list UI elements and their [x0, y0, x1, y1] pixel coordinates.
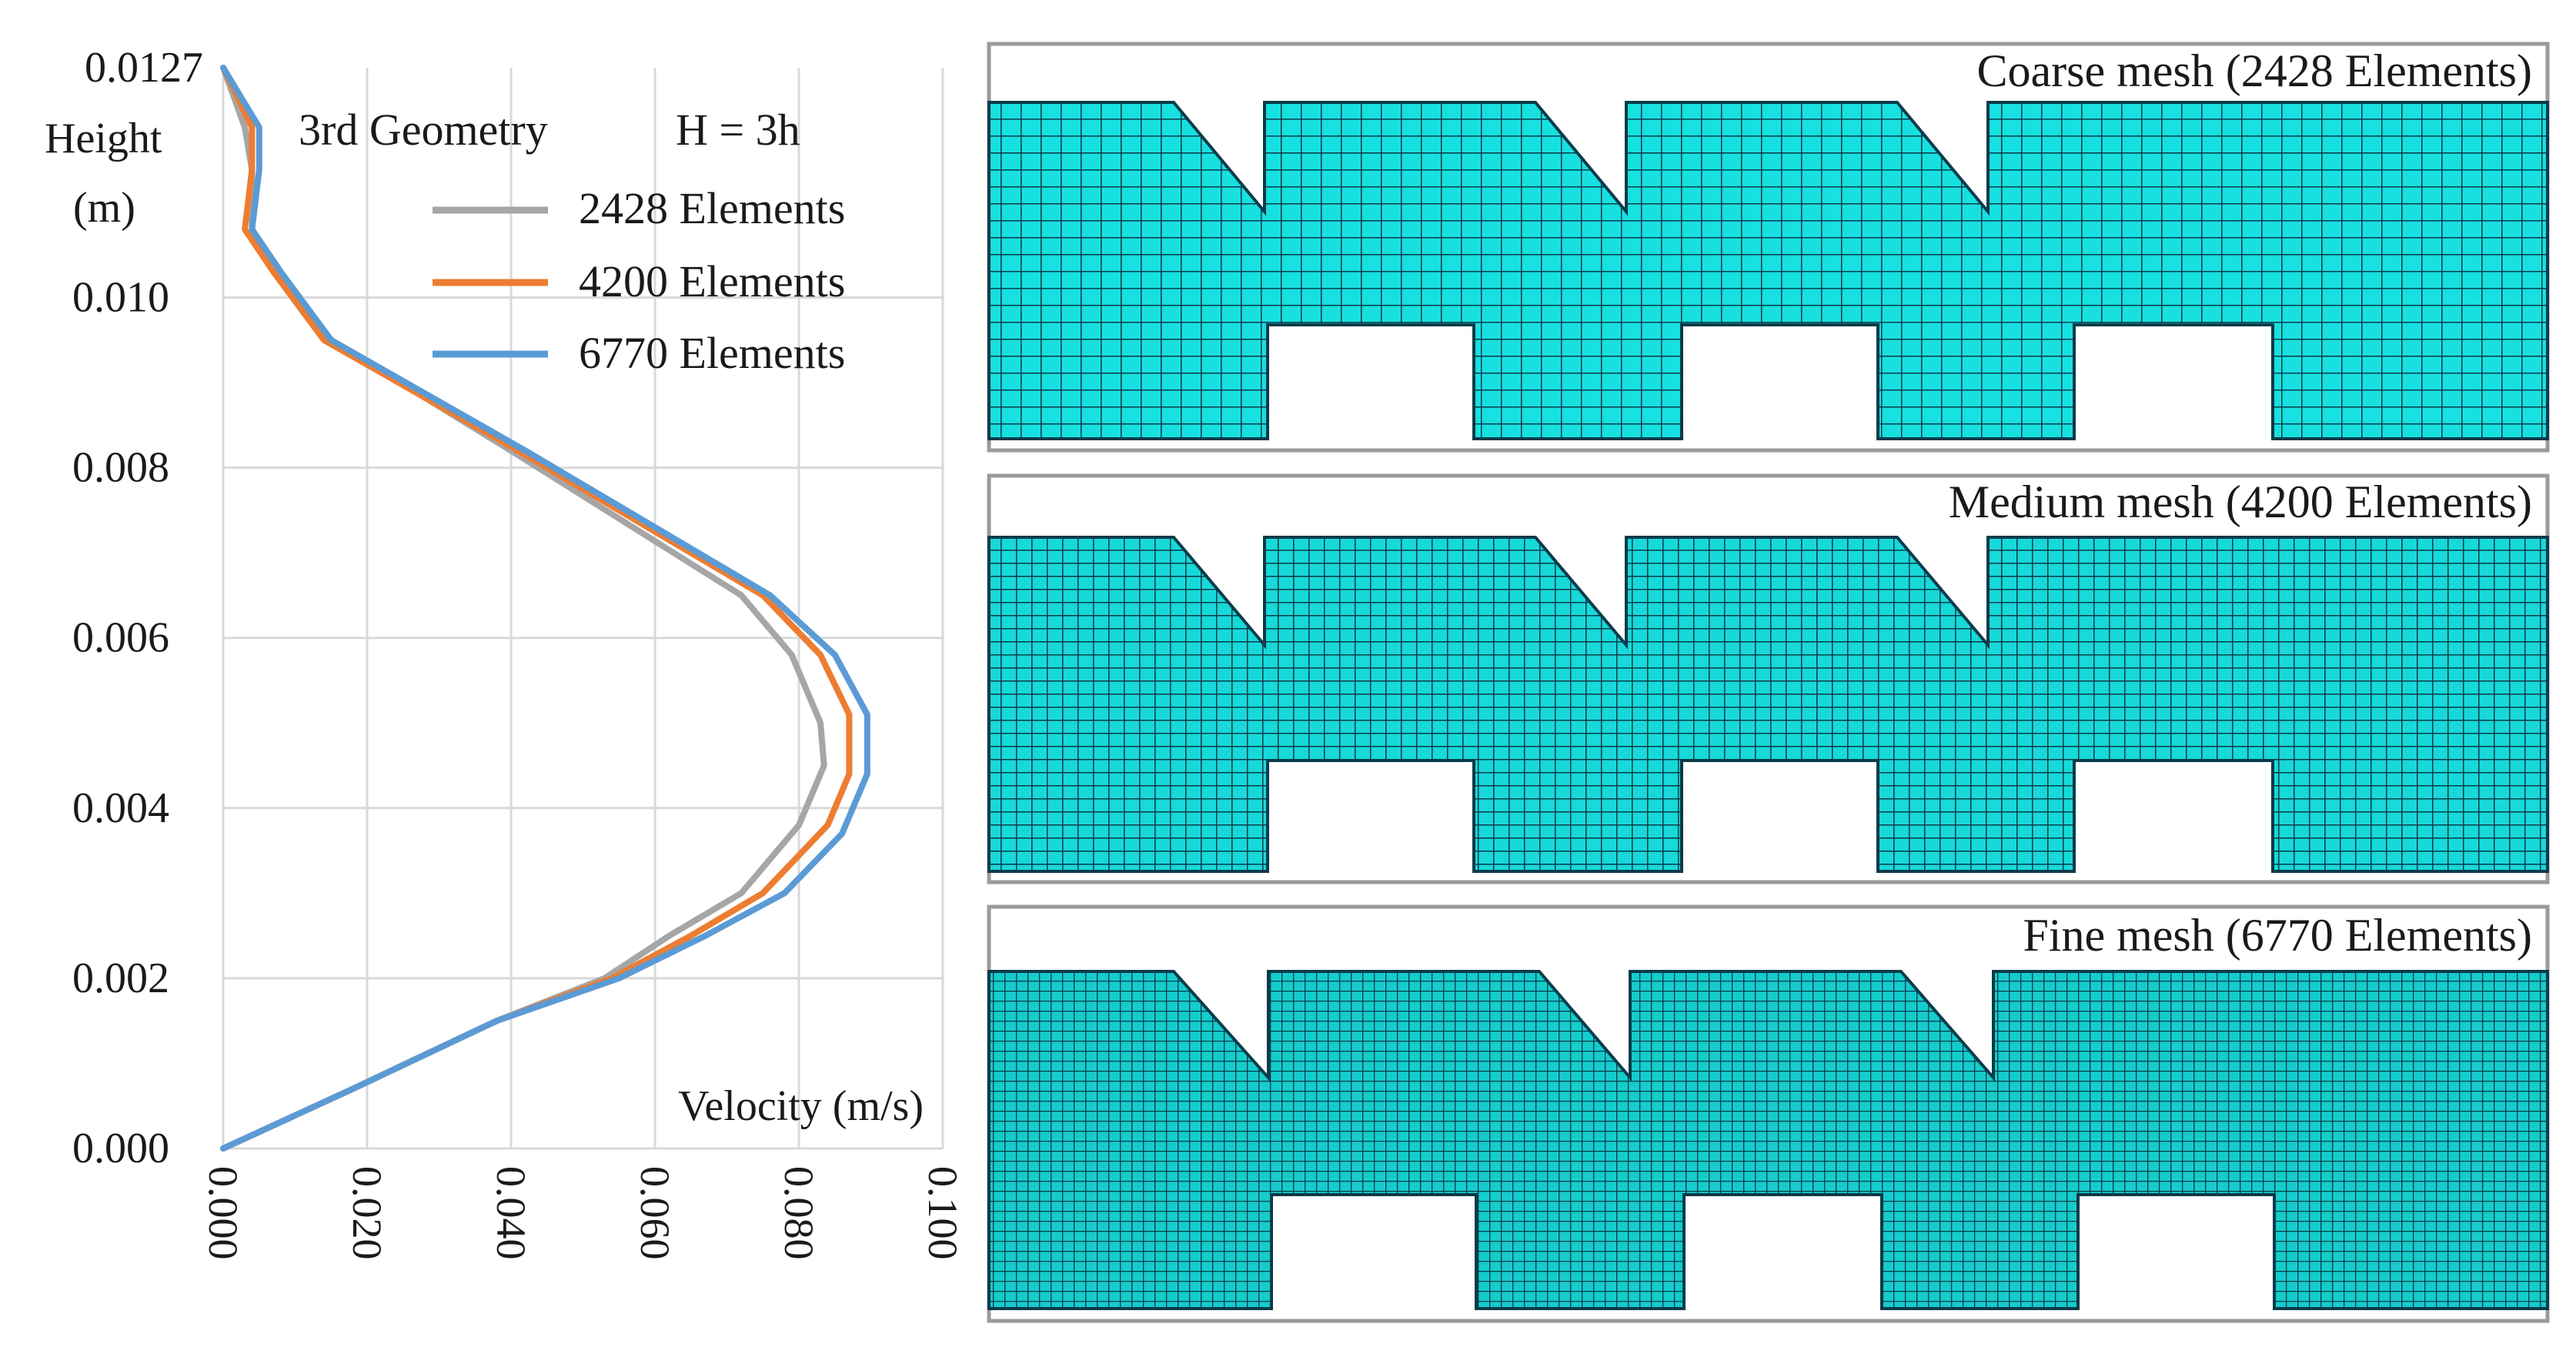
x-tick-label: 0.080 [776, 1166, 822, 1260]
chart-legend: 2428 Elements 4200 Elements 6770 Element… [433, 183, 845, 378]
mesh-geometry-fine [987, 970, 2549, 1310]
mesh-panel-medium: Medium mesh (4200 Elements) [987, 473, 2550, 884]
x-tick-label: 0.060 [632, 1166, 678, 1260]
y-tick-label: 0.0127 [85, 44, 203, 92]
x-tick-labels: 0.000 0.020 0.040 0.060 0.080 0.100 [200, 1166, 966, 1260]
legend-label-2428: 2428 Elements [579, 183, 845, 233]
chart-title: 3rd Geometry [299, 105, 548, 155]
y-axis-label-line1: Height [45, 115, 162, 162]
chart-grid [222, 68, 944, 1150]
y-tick-label: 0.000 [72, 1125, 169, 1172]
mesh-panel-coarse: Coarse mesh (2428 Elements) [987, 42, 2550, 453]
mesh-geometry-coarse [987, 101, 2549, 440]
x-axis-label: Velocity (m/s) [678, 1082, 924, 1130]
x-tick-label: 0.020 [344, 1166, 390, 1260]
legend-label-6770: 6770 Elements [579, 328, 845, 378]
y-tick-label: 0.004 [72, 784, 169, 832]
mesh-label-fine: Fine mesh (6770 Elements) [2023, 910, 2532, 961]
y-tick-label: 0.002 [72, 954, 169, 1002]
y-tick-labels: 0.000 0.002 0.004 0.006 0.008 0.010 0.0127 [72, 44, 203, 1172]
series-line-6770 [220, 65, 870, 1152]
mesh-label-medium: Medium mesh (4200 Elements) [1949, 476, 2532, 527]
velocity-profile-chart: 0.000 0.002 0.004 0.006 0.008 0.010 0.0127 0.0… [45, 44, 966, 1260]
x-tick-label: 0.100 [920, 1166, 966, 1260]
mesh-panel-fine: Fine mesh (6770 Elements) [987, 904, 2550, 1323]
chart-series [220, 65, 870, 1152]
mesh-label-coarse: Coarse mesh (2428 Elements) [1977, 45, 2533, 96]
mesh-geometry-medium [987, 536, 2549, 873]
y-tick-label: 0.008 [72, 444, 169, 492]
y-axis-label-line2: (m) [73, 184, 135, 232]
y-tick-label: 0.010 [72, 273, 169, 321]
x-tick-label: 0.040 [488, 1166, 534, 1260]
chart-subtitle: H = 3h [676, 105, 800, 155]
y-tick-label: 0.006 [72, 614, 169, 662]
x-tick-label: 0.000 [200, 1166, 246, 1260]
legend-label-4200: 4200 Elements [579, 256, 845, 306]
